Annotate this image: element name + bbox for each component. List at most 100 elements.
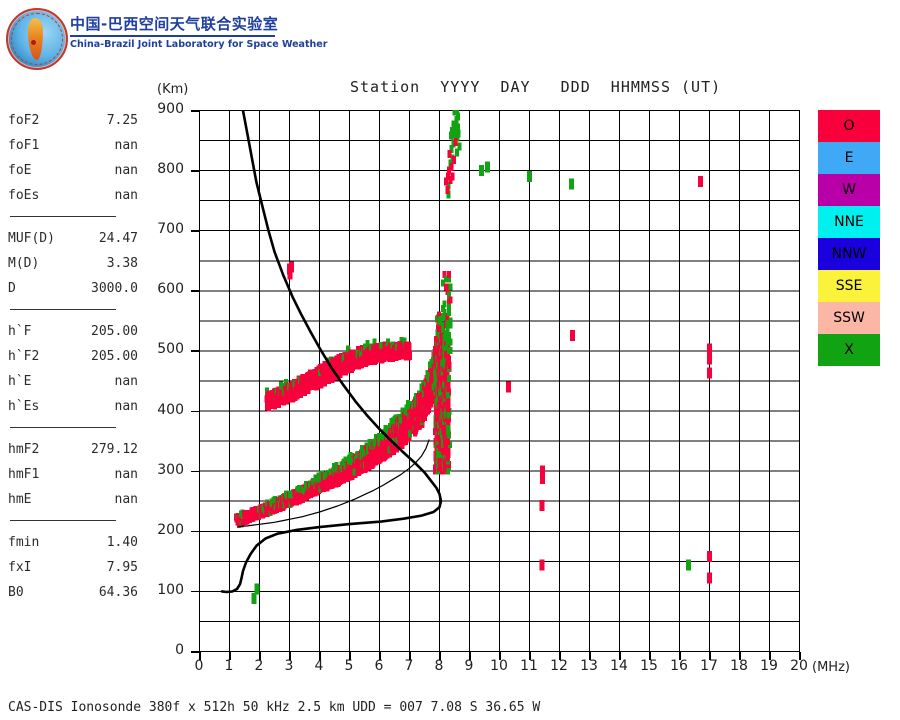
legend-item-sse[interactable]: SSE [818, 270, 880, 302]
param-key: h`E [8, 374, 32, 389]
param-row: fmin 1.40 [8, 530, 138, 555]
param-row: foF2 7.25 [8, 108, 138, 133]
lab-name-english: China-Brazil Joint Laboratory for Space … [70, 39, 328, 50]
x-axis-tick-label: 10 [490, 658, 508, 674]
x-axis-tick-label: 7 [404, 658, 414, 674]
y-axis-tick-mark [191, 170, 200, 172]
param-key: D [8, 281, 16, 296]
y-axis-tick-label: 500 [157, 341, 184, 358]
y-axis-tick-label: 900 [157, 101, 184, 117]
y-axis-tick-mark [191, 470, 200, 473]
plot-gridlines [199, 110, 800, 652]
y-axis-tick-mark [191, 651, 200, 653]
param-value: nan [114, 399, 138, 414]
x-axis-tick-mark [349, 652, 351, 660]
param-group-divider [10, 427, 116, 428]
x-axis-tick-mark [619, 652, 621, 660]
x-axis-tick-label: 15 [640, 658, 658, 674]
param-key: h`F [8, 324, 32, 339]
lab-logo-block: 中国-巴西空间天气联合实验室 China-Brazil Joint Labora… [6, 8, 327, 70]
y-axis-unit-label: (Km) [157, 82, 189, 97]
x-axis-tick-label: 9 [464, 658, 474, 674]
param-row: foE nan [8, 158, 138, 183]
param-value: 205.00 [91, 349, 138, 364]
param-row: foF1 nan [8, 133, 138, 158]
y-axis-tick-label: 0 [175, 642, 184, 658]
lab-name-chinese: 中国-巴西空间天气联合实验室 [70, 15, 279, 33]
legend-item-ssw[interactable]: SSW [818, 302, 880, 334]
param-key: hmE [8, 492, 32, 507]
param-key: foEs [8, 188, 40, 203]
x-axis-tick-label: 12 [550, 658, 568, 674]
x-axis-tick-mark [529, 652, 531, 660]
param-group-divider [10, 216, 116, 217]
legend-item-nne[interactable]: NNE [818, 206, 880, 238]
polarization-legend: O E W NNE NNW SSE SSW X [818, 110, 880, 366]
param-value: nan [114, 138, 138, 153]
ionogram-canvas [198, 106, 801, 653]
x-axis-tick-mark [259, 652, 261, 660]
y-axis-tick-mark [191, 530, 200, 533]
param-key: fmin [8, 535, 40, 550]
instrument-caption: CAS-DIS Ionosonde 380f x 512h 50 kHz 2.5… [8, 700, 541, 715]
station-header-labels: Station YYYY DAY DDD HHMMSS (UT) [350, 78, 722, 96]
x-axis-tick-label: 19 [760, 658, 778, 674]
param-key: foF2 [8, 113, 40, 128]
param-key: foE [8, 163, 32, 178]
x-axis-tick-label: 2 [254, 658, 264, 674]
param-key: hmF1 [8, 467, 40, 482]
param-row: D 3000.0 [8, 276, 138, 301]
param-value: 3.38 [106, 256, 138, 271]
param-row: fxI 7.95 [8, 555, 138, 580]
logo-divider [70, 35, 275, 37]
y-axis-tick-label: 100 [157, 581, 184, 598]
legend-item-nnw[interactable]: NNW [818, 238, 880, 270]
x-axis-tick-label: 13 [580, 658, 598, 674]
param-value: nan [114, 188, 138, 203]
x-axis-tick-mark [499, 652, 501, 660]
param-row: hmF2 279.12 [8, 437, 138, 462]
ionogram-parameter-panel: foF2 7.25 foF1 nan foE nan foEs nan MUF(D) 24.47 M… [8, 108, 138, 605]
y-axis-tick-label: 600 [157, 281, 184, 298]
param-key: hmF2 [8, 442, 40, 457]
ionogram-plot[interactable] [198, 106, 801, 653]
param-value: 24.47 [98, 231, 138, 246]
legend-item-x[interactable]: X [818, 334, 880, 366]
param-row: foEs nan [8, 183, 138, 208]
param-value: nan [114, 374, 138, 389]
param-row: h`E nan [8, 369, 138, 394]
y-axis-tick-label: 800 [157, 161, 184, 178]
x-axis-tick-label: 8 [434, 658, 444, 674]
y-axis-tick-mark [191, 230, 200, 232]
x-axis-tick-mark [319, 652, 321, 660]
param-key: B0 [8, 585, 24, 600]
x-axis-tick-mark [559, 652, 561, 660]
legend-item-e[interactable]: E [818, 142, 880, 174]
param-key: h`Es [8, 399, 40, 414]
y-axis-tick-mark [191, 350, 200, 352]
param-row: M(D) 3.38 [8, 251, 138, 276]
param-row: hmF1 nan [8, 462, 138, 487]
legend-item-o[interactable]: O [818, 110, 880, 142]
y-axis-tick-mark [191, 590, 200, 593]
param-row: hmE nan [8, 487, 138, 512]
x-axis-tick-label: 18 [730, 658, 748, 674]
y-axis-tick-mark [191, 410, 200, 413]
x-axis-tick-label: 0 [194, 658, 204, 674]
param-value: 1.40 [106, 535, 138, 550]
legend-item-w[interactable]: W [818, 174, 880, 206]
x-axis-unit-label: (MHz) [812, 660, 850, 675]
x-axis-tick-label: 14 [610, 658, 628, 674]
y-axis-tick-label: 400 [157, 401, 184, 418]
param-row: h`Es nan [8, 394, 138, 419]
x-axis-tick-mark [409, 652, 411, 660]
param-key: M(D) [8, 256, 40, 271]
y-axis-tick-label: 300 [157, 461, 184, 478]
x-axis-tick-label: 1 [224, 658, 234, 674]
logo-landmass-shape [27, 18, 43, 60]
param-row: B0 64.36 [8, 580, 138, 605]
x-axis-tick-label: 17 [700, 658, 718, 674]
param-row: h`F2 205.00 [8, 344, 138, 369]
param-value: nan [114, 467, 138, 482]
globe-logo-icon [6, 8, 68, 70]
